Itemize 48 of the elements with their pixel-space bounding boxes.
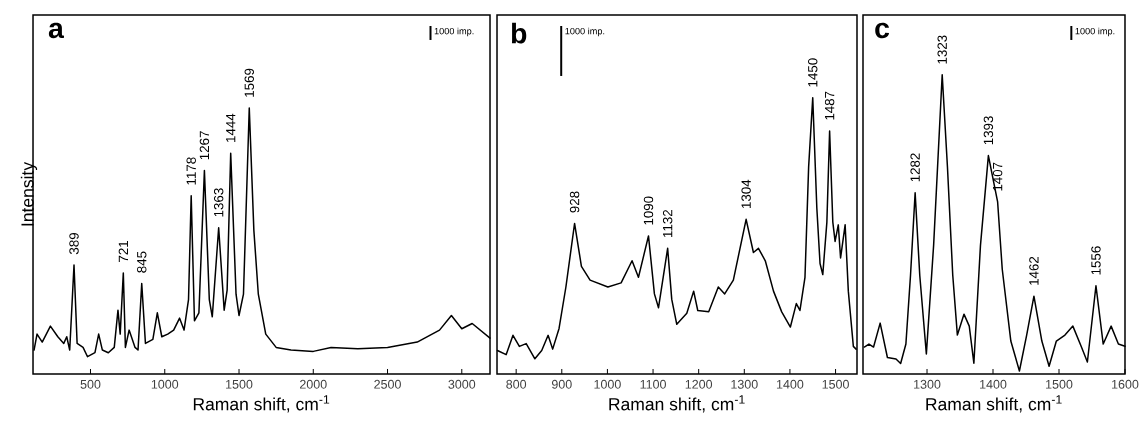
x-tick-label: 800 (506, 379, 527, 389)
annotation: 1569 (244, 68, 254, 97)
x-tick-label: 1500 (822, 379, 849, 389)
annotation: 1282 (910, 153, 920, 182)
x-tick-label: 1400 (776, 379, 804, 389)
annotation: 1178 (186, 157, 196, 185)
x-axis-title: Raman shift, cm$^{-1}$ (609, 395, 745, 413)
annotation: 1323 (937, 35, 947, 64)
annotation: 1393 (983, 116, 994, 145)
annotation: 389 (69, 233, 79, 255)
x-tick-label: 1100 (640, 379, 666, 389)
annotation: 1267 (199, 131, 210, 160)
chart-title: c (875, 22, 890, 39)
text: 1000 imp. (565, 27, 605, 37)
x-tick-label: 500 (80, 379, 101, 389)
x-tick-label: 1000 (594, 379, 621, 389)
annotation: 1487 (824, 91, 835, 120)
text: 1000 imp. (434, 27, 474, 37)
annotation: 928 (569, 191, 580, 213)
annotation: 1407 (992, 162, 1003, 191)
x-tick-label: 1300 (914, 379, 941, 389)
annotation: 721 (118, 241, 128, 262)
annotation: 1363 (213, 188, 224, 217)
x-tick-label: 1500 (1046, 379, 1073, 389)
annotation: 1090 (643, 196, 654, 225)
x-tick-label: 2500 (374, 379, 401, 389)
annotation: 1132 (662, 210, 673, 237)
x-tick-label: 2000 (300, 379, 327, 389)
x-tick-label: 1300 (731, 379, 758, 389)
annotation: 1556 (1091, 246, 1101, 275)
x-tick-label: 1500 (226, 379, 253, 389)
annotation: 1450 (808, 58, 818, 87)
annotation: 845 (137, 251, 147, 273)
text: 1000 imp. (1075, 27, 1115, 37)
x-tick-label: 1200 (685, 379, 713, 389)
x-tick-label: 900 (551, 379, 572, 389)
x-axis-title: Raman shift, cm$^{-1}$ (193, 395, 330, 413)
x-tick-label: 1400 (980, 379, 1007, 389)
annotation: 1304 (741, 179, 751, 208)
annotation: 1444 (226, 113, 236, 142)
chart-title: b (511, 22, 527, 44)
x-axis-title: Raman shift, cm$^{-1}$ (926, 395, 1062, 413)
x-tick-label: 1600 (1112, 379, 1139, 389)
annotation: 1462 (1029, 256, 1039, 285)
chart-title: a (48, 22, 64, 39)
x-tick-label: 3000 (448, 379, 476, 389)
y-axis-title: Intensity (20, 161, 38, 226)
x-tick-label: 1000 (151, 379, 179, 389)
